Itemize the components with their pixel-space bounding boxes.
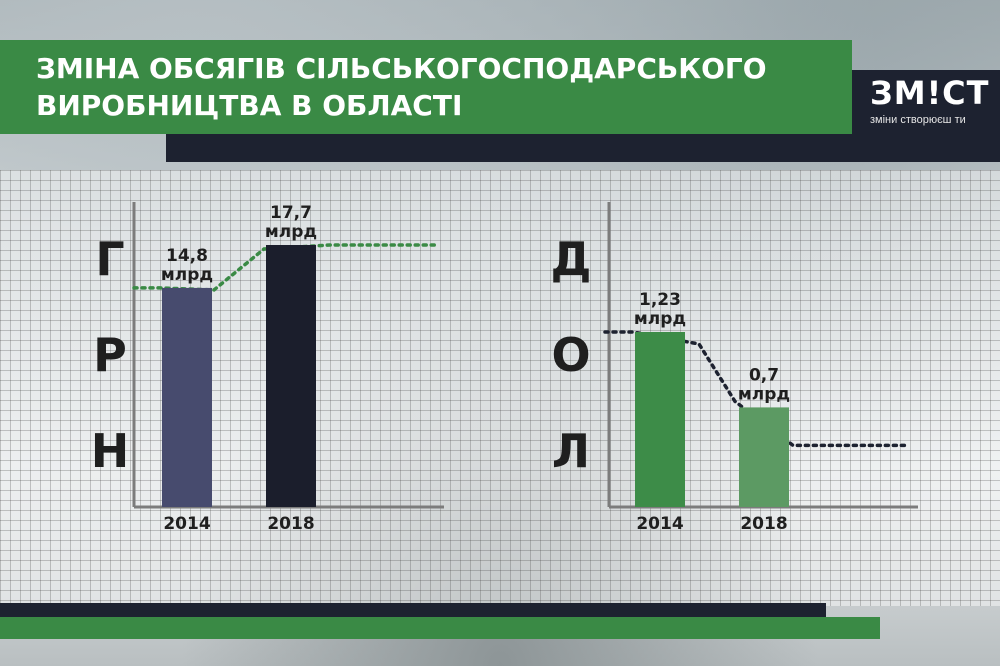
logo: ЗМ!СТ зміни створюєш ти bbox=[852, 70, 1000, 134]
chart-usd-unit-letter-1: Д bbox=[551, 232, 592, 286]
chart-usd-value-unit-2018: млрд bbox=[738, 384, 790, 404]
chart-uah-tick-2018: 2018 bbox=[267, 514, 314, 534]
title-underbar bbox=[166, 134, 1000, 162]
chart-uah-unit-letter-3: Н bbox=[91, 424, 130, 478]
chart-uah: Г Р Н 14,8 млрд 17,7 млрд 2014 2018 bbox=[91, 202, 444, 534]
page-title: ЗМІНА ОБСЯГІВ СІЛЬСЬКОГОСПОДАРСЬКОГО ВИР… bbox=[36, 50, 767, 124]
chart-uah-value-unit-2018: млрд bbox=[265, 222, 317, 242]
bottom-bar-green bbox=[0, 617, 880, 639]
chart-uah-bar-2014 bbox=[162, 287, 212, 507]
chart-uah-bar-2018 bbox=[266, 245, 316, 507]
chart-usd-unit-letter-2: О bbox=[551, 328, 590, 382]
chart-usd-value-label-2014: 1,23 bbox=[639, 290, 681, 310]
chart-usd-value-label-2018: 0,7 bbox=[749, 365, 779, 385]
chart-usd-bar-2014 bbox=[635, 332, 685, 507]
logo-tagline: зміни створюєш ти bbox=[870, 114, 966, 126]
bottom-bar-dark bbox=[0, 603, 826, 617]
chart-uah-value-unit-2014: млрд bbox=[161, 265, 213, 285]
chart-uah-value-label-2018: 17,7 bbox=[270, 203, 312, 223]
title-line-2: ВИРОБНИЦТВА В ОБЛАСТІ bbox=[36, 89, 463, 122]
title-line-1: ЗМІНА ОБСЯГІВ СІЛЬСЬКОГОСПОДАРСЬКОГО bbox=[36, 52, 767, 85]
chart-usd-tick-2014: 2014 bbox=[636, 514, 683, 534]
chart-usd-unit-letter-3: Л bbox=[552, 424, 590, 478]
chart-usd-value-unit-2014: млрд bbox=[634, 309, 686, 329]
chart-usd-trend-line bbox=[603, 330, 907, 448]
logo-name: ЗМ!СТ bbox=[870, 74, 990, 112]
chart-uah-value-label-2014: 14,8 bbox=[166, 246, 208, 266]
chart-usd-tick-2018: 2018 bbox=[740, 514, 787, 534]
chart-uah-tick-2014: 2014 bbox=[163, 514, 210, 534]
chart-uah-unit-letter-2: Р bbox=[93, 328, 127, 382]
chart-usd: Д О Л 1,23 млрд 0,7 млрд 2014 2018 bbox=[551, 202, 918, 534]
title-banner: ЗМІНА ОБСЯГІВ СІЛЬСЬКОГОСПОДАРСЬКОГО ВИР… bbox=[0, 40, 852, 134]
chart-uah-trend-line bbox=[132, 243, 438, 292]
chart-usd-bar-2018 bbox=[739, 407, 789, 507]
chart-uah-unit-letter-1: Г bbox=[95, 232, 124, 286]
